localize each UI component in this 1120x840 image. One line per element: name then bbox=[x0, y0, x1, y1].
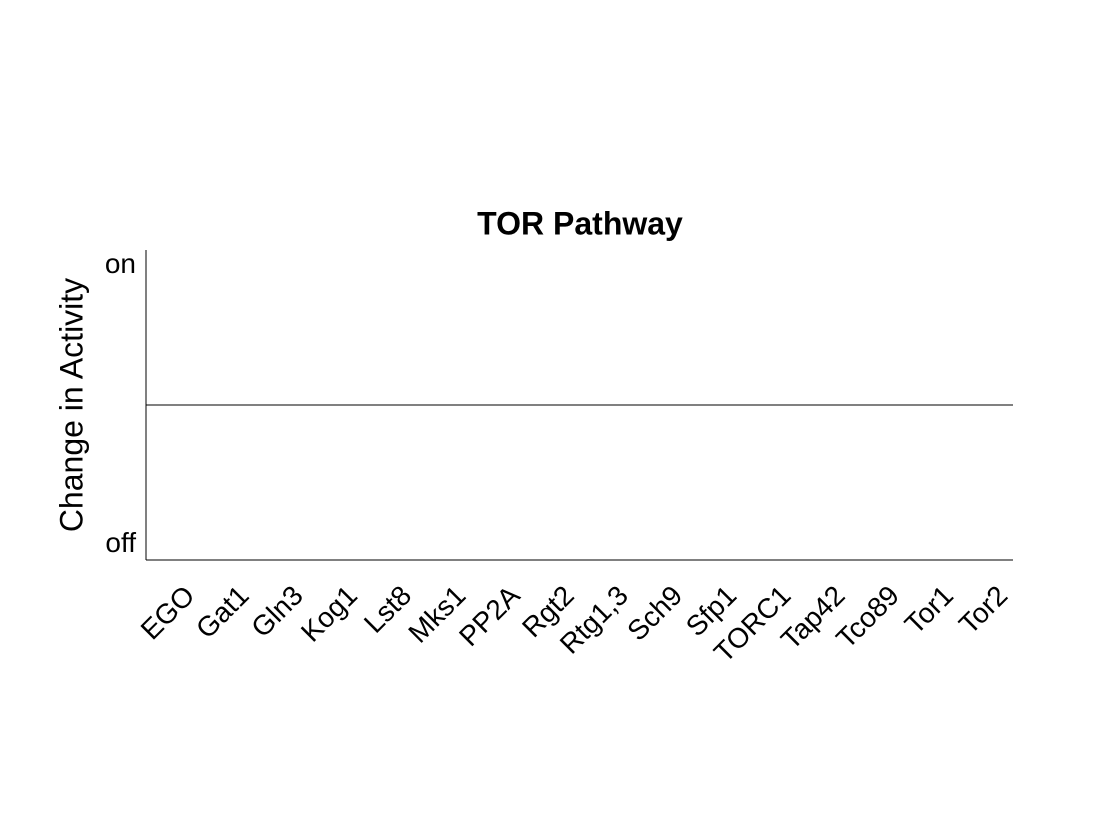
y-axis-label: Change in Activity bbox=[53, 278, 89, 532]
x-tick-label: Sch9 bbox=[621, 580, 688, 647]
x-tick-label: Tor2 bbox=[953, 580, 1013, 640]
x-tick-label: Gln3 bbox=[245, 580, 309, 644]
x-tick-label: Kog1 bbox=[295, 580, 363, 648]
y-tick-label: off bbox=[105, 527, 136, 558]
x-tick-label: Tap42 bbox=[775, 580, 851, 656]
chart-title: TOR Pathway bbox=[477, 205, 683, 241]
x-tick-label: Tor1 bbox=[899, 580, 959, 640]
x-tick-label: Gat1 bbox=[190, 580, 255, 645]
x-tick-label: PP2A bbox=[453, 579, 526, 652]
x-tick-label: EGO bbox=[135, 580, 201, 646]
x-tick-label: Tco89 bbox=[830, 580, 905, 655]
y-tick-label: on bbox=[105, 248, 136, 279]
